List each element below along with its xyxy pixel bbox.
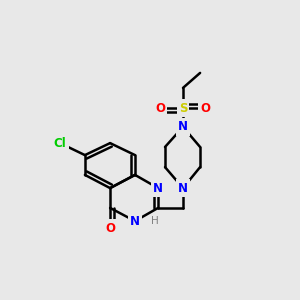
Text: N: N — [178, 120, 188, 134]
Text: O: O — [155, 101, 165, 115]
Text: N: N — [178, 182, 188, 195]
Text: O: O — [200, 101, 210, 115]
Text: Cl: Cl — [54, 136, 66, 150]
Text: H: H — [151, 216, 158, 226]
Text: O: O — [105, 221, 115, 235]
Text: N: N — [153, 182, 163, 195]
Text: N: N — [130, 214, 140, 228]
Text: S: S — [179, 101, 187, 115]
